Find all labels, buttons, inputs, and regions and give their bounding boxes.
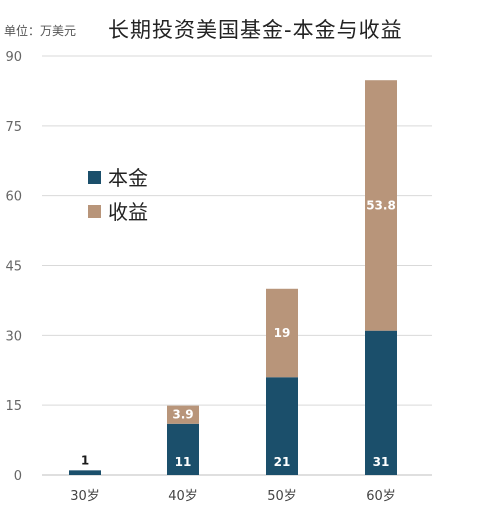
bar-principal [69, 470, 101, 475]
data-label-gain: 3.9 [172, 408, 193, 422]
bar-principal [167, 423, 199, 475]
x-tick-label: 40岁 [168, 489, 198, 504]
legend-swatch-principal [88, 171, 101, 184]
data-label-gain: 19 [274, 326, 291, 340]
unit-label: 单位：万美元 [4, 24, 77, 38]
legend-label-gain: 收益 [108, 200, 148, 224]
x-tick-label: 50岁 [267, 489, 297, 504]
y-tick-label: 15 [5, 399, 22, 414]
y-tick-label: 60 [5, 190, 22, 205]
legend-label-principal: 本金 [108, 166, 148, 190]
y-tick-label: 90 [5, 50, 22, 65]
bar-gain [167, 405, 199, 424]
x-tick-label: 30岁 [70, 489, 100, 504]
x-tick-label: 60岁 [366, 489, 396, 504]
y-tick-label: 75 [5, 120, 22, 135]
data-label-gain: 53.8 [366, 198, 396, 212]
data-label-principal: 11 [175, 455, 192, 469]
chart-title: 长期投资美国基金-本金与收益 [108, 18, 403, 42]
bar-gain [365, 80, 397, 331]
bar-gain [266, 288, 298, 378]
data-label-principal: 1 [81, 453, 89, 467]
y-tick-label: 30 [5, 329, 22, 344]
data-label-principal: 21 [274, 455, 291, 469]
y-tick-label: 0 [14, 469, 22, 484]
legend-swatch-gain [88, 205, 101, 218]
data-label-principal: 31 [373, 455, 390, 469]
bar-principal [365, 330, 397, 475]
y-tick-label: 45 [5, 260, 22, 275]
bar-principal [266, 377, 298, 475]
